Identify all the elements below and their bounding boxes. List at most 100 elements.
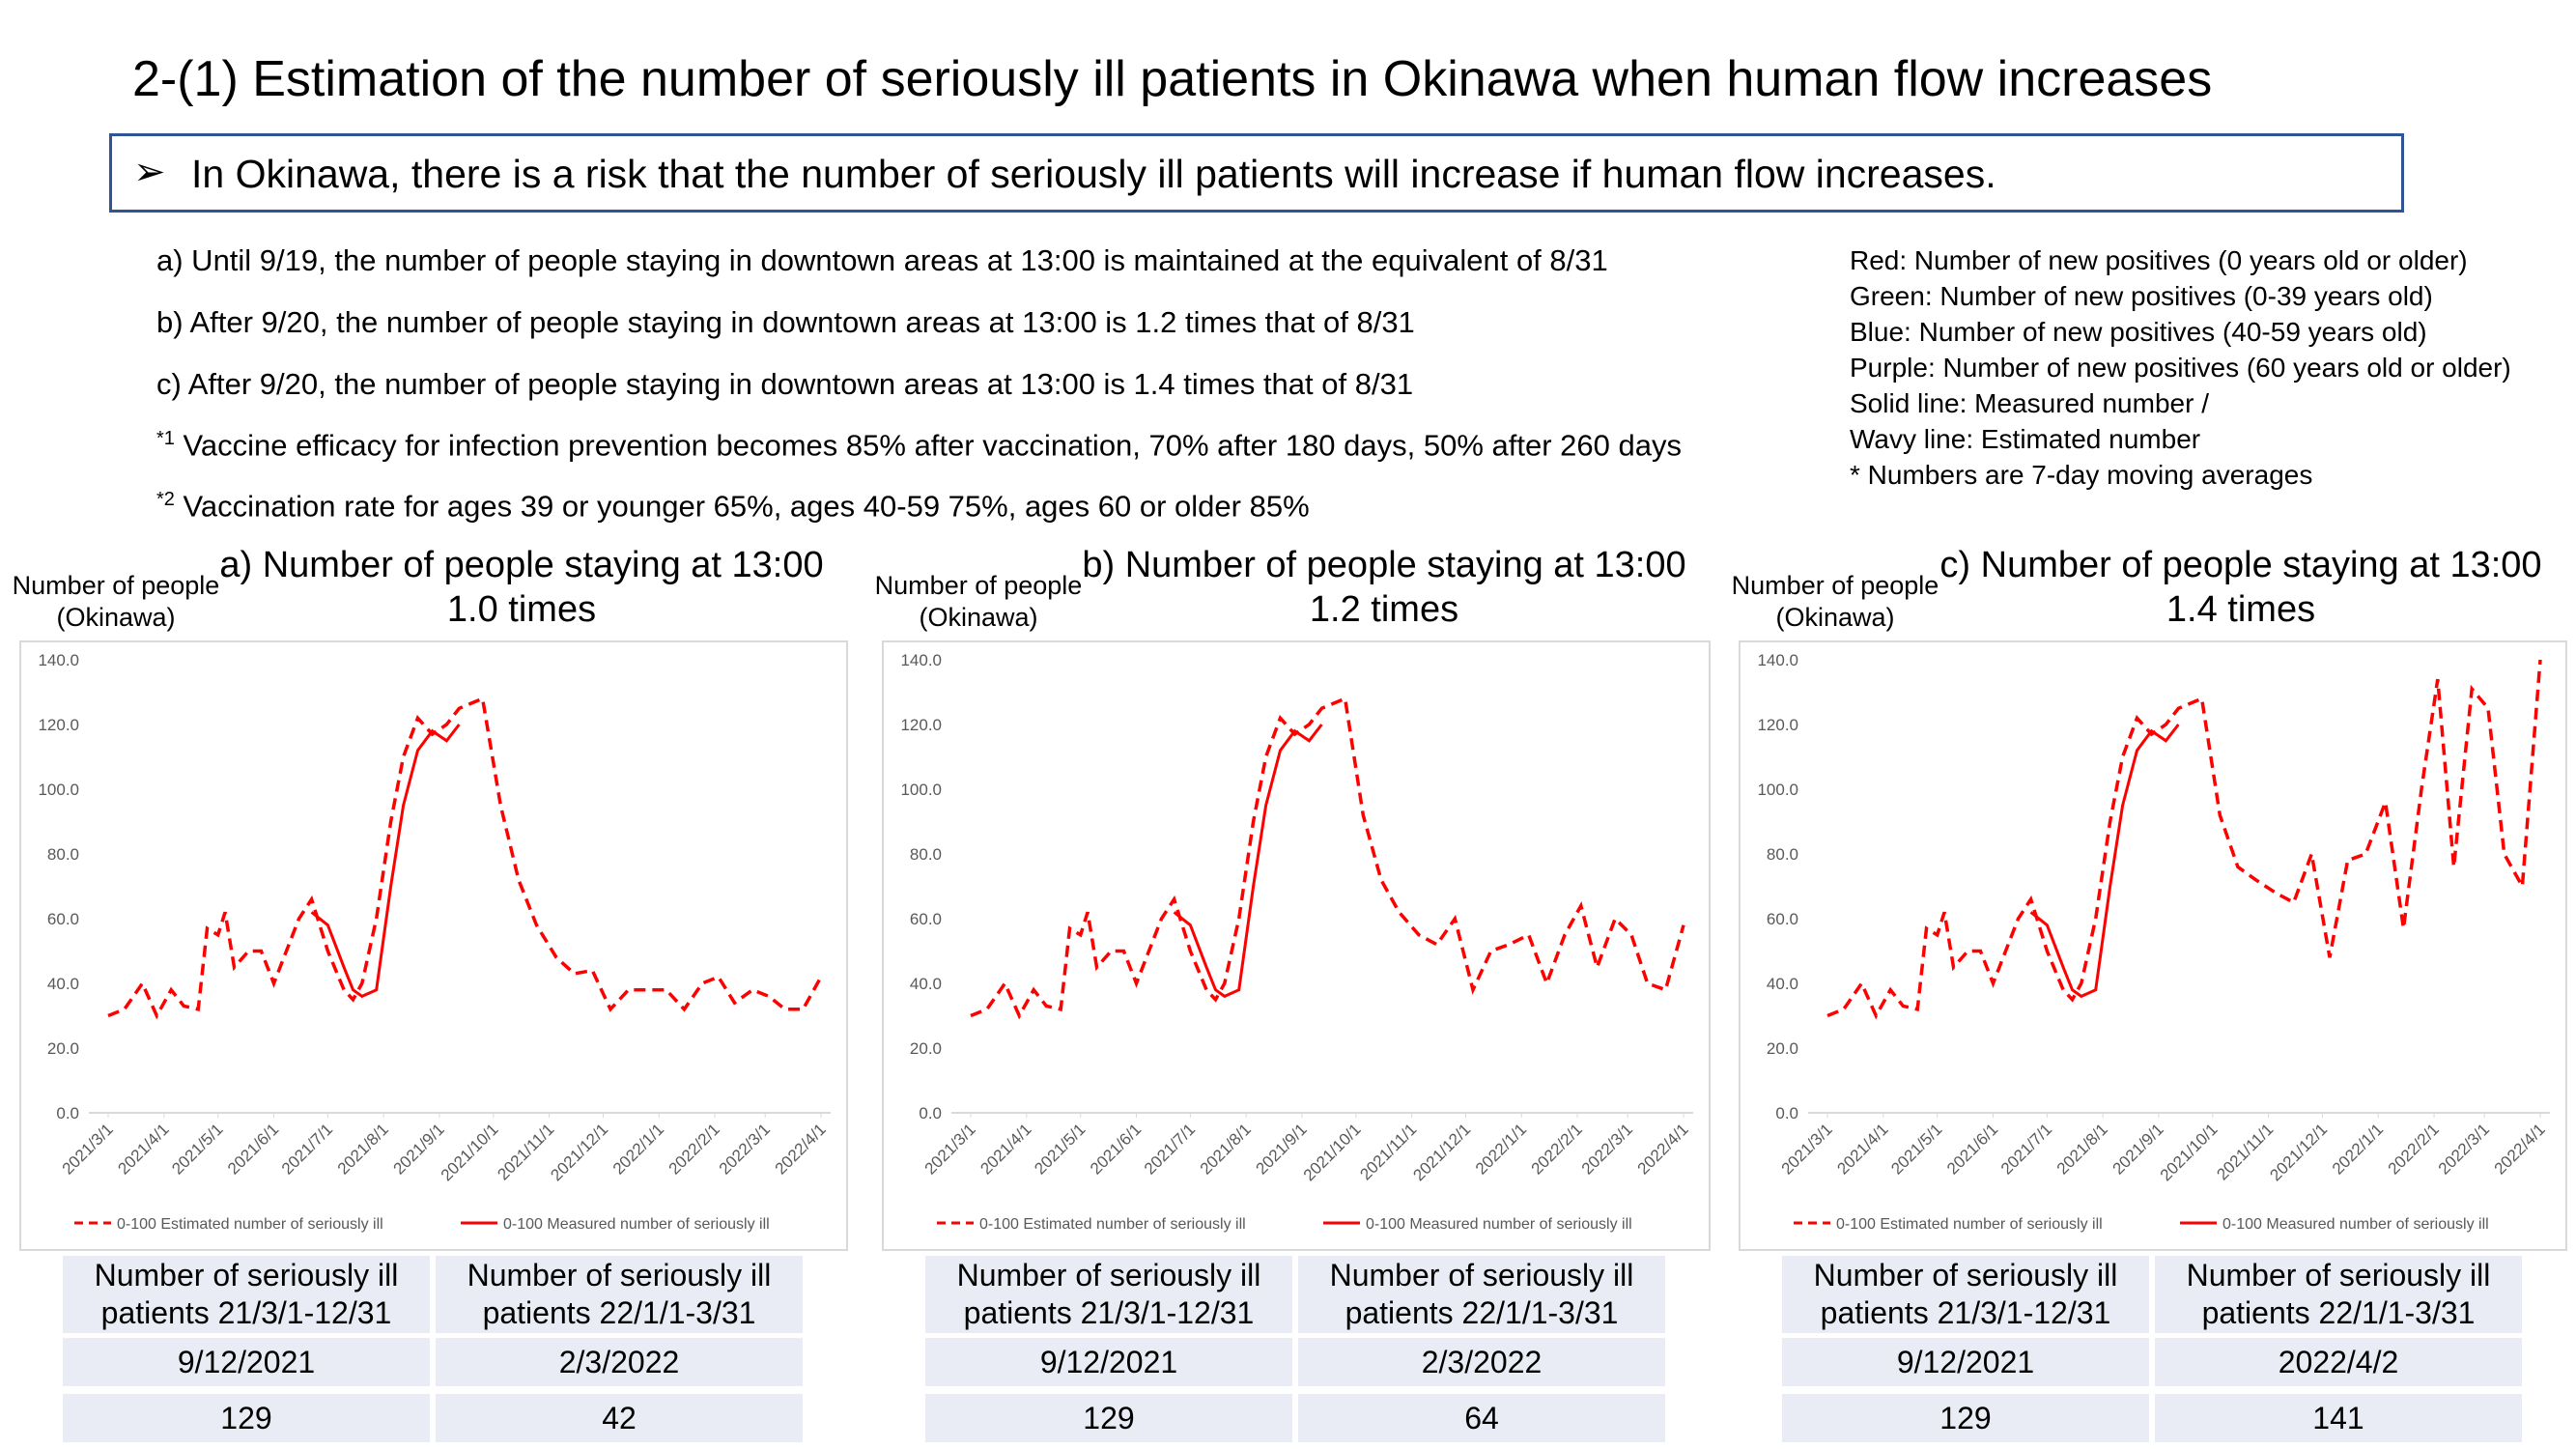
x-tick-label: 2022/3/1 xyxy=(1578,1120,1636,1178)
y-tick-label: 0.0 xyxy=(919,1104,942,1122)
table-cell: 129 xyxy=(1782,1394,2149,1442)
series-line xyxy=(1173,724,1323,999)
table-cell: 9/12/2021 xyxy=(63,1338,430,1386)
note: b) After 9/20, the number of people stay… xyxy=(156,305,1415,340)
legend-note: Blue: Number of new positives (40-59 yea… xyxy=(1850,317,2427,347)
x-tick-label: 2021/5/1 xyxy=(1031,1120,1089,1178)
chart-box: 0.0 20.0 40.0 60.0 80.0 100.0 120.0 140.0 2021/3… xyxy=(19,640,848,1251)
x-tick-label: 2022/2/1 xyxy=(1528,1120,1586,1178)
x-tick-label: 2021/7/1 xyxy=(1141,1120,1199,1178)
legend-note: * Numbers are 7-day moving averages xyxy=(1850,460,2313,490)
y-tick-label: 40.0 xyxy=(47,975,79,993)
chart-box: 0.0 20.0 40.0 60.0 80.0 100.0 120.0 140.0 2021/3… xyxy=(1739,640,2567,1251)
y-tick-label: 20.0 xyxy=(910,1039,942,1058)
x-tick-label: 2021/6/1 xyxy=(1943,1120,2001,1178)
chart-title: c) Number of people staying at 13:00 1.4… xyxy=(1939,545,2542,630)
note-mark: *1 xyxy=(156,428,175,449)
y-tick-label: 20.0 xyxy=(1767,1039,1798,1058)
series-line xyxy=(2029,724,2180,999)
x-tick-label: 2021/12/1 xyxy=(1409,1120,1474,1184)
x-tick-label: 2022/1/1 xyxy=(1472,1120,1530,1178)
y-tick-label: 80.0 xyxy=(1767,845,1798,864)
y-tick-label: 20.0 xyxy=(47,1039,79,1058)
table-header-cell: Number of seriously ill patients 21/3/1-… xyxy=(63,1256,430,1333)
x-tick-label: 2021/4/1 xyxy=(977,1120,1034,1178)
legend-note: Wavy line: Estimated number xyxy=(1850,424,2201,454)
note-text: a) Until 9/19, the number of people stay… xyxy=(156,243,1608,277)
callout-text: In Okinawa, there is a risk that the num… xyxy=(191,152,1996,196)
x-tick-label: 2021/8/1 xyxy=(1197,1120,1255,1178)
x-tick-label: 2021/4/1 xyxy=(114,1120,172,1178)
note-text: Vaccine efficacy for infection preventio… xyxy=(174,428,1682,463)
note: a) Until 9/19, the number of people stay… xyxy=(156,243,1608,278)
y-tick-label: 80.0 xyxy=(47,845,79,864)
note: c) After 9/20, the number of people stay… xyxy=(156,367,1413,402)
y-tick-label: 100.0 xyxy=(1757,781,1798,799)
x-tick-label: 2022/2/1 xyxy=(665,1120,723,1178)
table-cell: 2/3/2022 xyxy=(1298,1338,1665,1386)
y-tick-label: 140.0 xyxy=(38,651,79,669)
y-tick-label: 60.0 xyxy=(910,910,942,928)
x-tick-label: 2021/6/1 xyxy=(1087,1120,1145,1178)
note: *2 Vaccination rate for ages 39 or young… xyxy=(156,489,1310,524)
legend-label: 0-100 Measured number of seriously ill xyxy=(2222,1216,2489,1233)
x-tick-label: 2022/1/1 xyxy=(2329,1120,2387,1178)
table-cell: 129 xyxy=(63,1394,430,1442)
y-tick-label: 100.0 xyxy=(38,781,79,799)
x-tick-label: 2021/5/1 xyxy=(168,1120,226,1178)
x-tick-label: 2021/11/1 xyxy=(2213,1120,2277,1183)
chart-title: b) Number of people staying at 13:00 1.2… xyxy=(1082,545,1686,630)
table-cell: 9/12/2021 xyxy=(925,1338,1292,1386)
table-cell: 129 xyxy=(925,1394,1292,1442)
x-tick-label: 2021/4/1 xyxy=(1833,1120,1891,1178)
y-tick-label: 60.0 xyxy=(1767,910,1798,928)
x-tick-label: 2021/3/1 xyxy=(921,1120,979,1178)
table-header-cell: Number of seriously ill patients 21/3/1-… xyxy=(1782,1256,2149,1333)
series-line xyxy=(1826,659,2542,1020)
chart: 0.0 20.0 40.0 60.0 80.0 100.0 120.0 140.0 2021/3… xyxy=(900,651,1693,1233)
x-tick-label: 2021/3/1 xyxy=(59,1120,117,1178)
y-tick-label: 140.0 xyxy=(900,651,942,669)
x-tick-label: 2021/11/1 xyxy=(1356,1120,1420,1183)
table-cell: 42 xyxy=(436,1394,803,1442)
x-tick-label: 2021/11/1 xyxy=(494,1120,557,1183)
note-text: Vaccination rate for ages 39 or younger … xyxy=(174,489,1310,524)
x-tick-label: 2021/6/1 xyxy=(224,1120,282,1178)
x-tick-label: 2021/10/1 xyxy=(438,1120,502,1184)
legend-label: 0-100 Measured number of seriously ill xyxy=(1366,1216,1632,1233)
x-tick-label: 2021/8/1 xyxy=(2053,1120,2111,1178)
legend-label: 0-100 Estimated number of seriously ill xyxy=(117,1216,383,1233)
series-line xyxy=(970,696,1685,1020)
note: *1 Vaccine efficacy for infection preven… xyxy=(156,428,1682,463)
table-cell: 2022/4/2 xyxy=(2155,1338,2522,1386)
x-tick-label: 2022/4/1 xyxy=(1634,1120,1692,1178)
arrow-bullet: ➢ xyxy=(133,151,166,193)
x-tick-label: 2021/5/1 xyxy=(1887,1120,1945,1178)
table-header-cell: Number of seriously ill patients 21/3/1-… xyxy=(925,1256,1292,1333)
series-line xyxy=(310,724,461,999)
y-tick-label: 60.0 xyxy=(47,910,79,928)
x-tick-label: 2022/3/1 xyxy=(716,1120,774,1178)
y-tick-label: 40.0 xyxy=(1767,975,1798,993)
x-tick-label: 2022/3/1 xyxy=(2435,1120,2493,1178)
x-tick-label: 2021/10/1 xyxy=(2157,1120,2222,1184)
y-tick-label: 0.0 xyxy=(56,1104,79,1122)
legend-note: Red: Number of new positives (0 years ol… xyxy=(1850,245,2468,275)
x-tick-label: 2021/10/1 xyxy=(1300,1120,1365,1184)
y-axis-label: Number of people (Okinawa) xyxy=(874,571,1083,632)
chart-title: a) Number of people staying at 13:00 1.0… xyxy=(219,545,824,630)
legend-note: Green: Number of new positives (0-39 yea… xyxy=(1850,281,2433,311)
y-tick-label: 0.0 xyxy=(1775,1104,1798,1122)
x-tick-label: 2022/2/1 xyxy=(2385,1120,2443,1178)
note-text: b) After 9/20, the number of people stay… xyxy=(156,305,1415,339)
y-tick-label: 140.0 xyxy=(1757,651,1798,669)
x-tick-label: 2021/7/1 xyxy=(1997,1120,2055,1178)
x-tick-label: 2021/12/1 xyxy=(2266,1120,2331,1184)
x-tick-label: 2021/12/1 xyxy=(547,1120,611,1184)
y-tick-label: 100.0 xyxy=(900,781,942,799)
chart-box: 0.0 20.0 40.0 60.0 80.0 100.0 120.0 140.0 2021/3… xyxy=(882,640,1711,1251)
y-tick-label: 40.0 xyxy=(910,975,942,993)
y-tick-label: 120.0 xyxy=(1757,716,1798,734)
x-tick-label: 2021/3/1 xyxy=(1778,1120,1836,1178)
